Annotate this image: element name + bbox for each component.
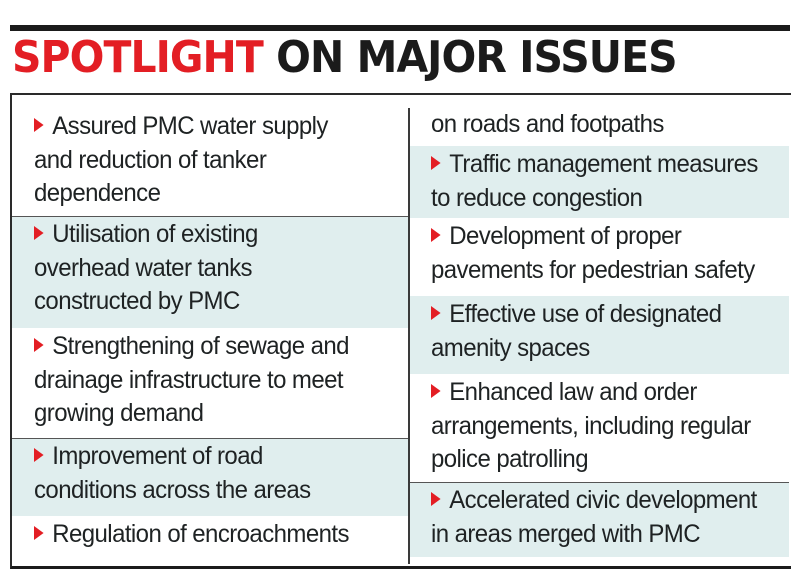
issue-text-line: Enhanced law and order: [431, 376, 775, 410]
issue-text-line: Traffic management measures: [431, 148, 775, 182]
issue-text: conditions across the areas: [34, 475, 311, 504]
issue-text-line: arrangements, including regular: [431, 410, 775, 444]
issue-item-right: on roads and footpaths: [410, 106, 789, 146]
title-highlight: SPOTLIGHT: [12, 32, 264, 83]
issue-text: Assured PMC water supply: [52, 112, 328, 140]
issue-text-line: pavements for pedestrian safety: [431, 254, 775, 288]
issue-text: Improvement of road: [52, 442, 263, 470]
issue-text-line: amenity spaces: [431, 332, 775, 366]
issue-text: in areas merged with PMC: [431, 519, 701, 548]
issue-item-left: Utilisation of existing overhead water ta…: [12, 216, 410, 328]
issue-text-line: Strengthening of sewage and: [34, 330, 395, 364]
top-rule: [10, 25, 790, 31]
issue-text: growing demand: [34, 399, 204, 427]
issue-text: police patrolling: [431, 445, 589, 473]
issue-text: and reduction of tanker: [34, 145, 267, 174]
issue-text-line: constructed by PMC: [34, 285, 395, 319]
issue-text-line: police patrolling: [431, 443, 775, 477]
issue-text: drainage infrastructure to meet: [34, 365, 344, 394]
issue-text: Development of proper: [449, 222, 682, 250]
chevron-right-icon: [431, 228, 441, 242]
chevron-right-icon: [431, 306, 441, 320]
issues-box: [10, 93, 791, 569]
issue-item-right: Effective use of designated amenity space…: [410, 296, 789, 374]
issue-item-left: Strengthening of sewage and drainage infr…: [12, 328, 410, 438]
issue-text-line: growing demand: [34, 397, 395, 431]
issue-text: Utilisation of existing: [52, 220, 258, 248]
issue-text: to reduce congestion: [431, 183, 643, 212]
issue-item-right: Accelerated civic development in areas me…: [410, 482, 789, 557]
title-rest: ON MAJOR ISSUES: [276, 32, 677, 83]
chevron-right-icon: [34, 338, 44, 352]
issue-item-right: Enhanced law and order arrangements, incl…: [410, 374, 789, 482]
issue-text: Enhanced law and order: [449, 378, 697, 406]
chevron-right-icon: [431, 156, 441, 170]
issue-text-line: Development of proper: [431, 220, 775, 254]
issue-text-line: conditions across the areas: [34, 474, 395, 508]
chevron-right-icon: [34, 226, 44, 240]
chevron-right-icon: [431, 384, 441, 398]
issue-item-right: Development of proper pavements for pedes…: [410, 218, 789, 296]
issue-text: Strengthening of sewage and: [52, 332, 349, 360]
issue-text-line: Accelerated civic development: [431, 484, 775, 518]
issue-item-right: Traffic management measures to reduce con…: [410, 146, 789, 218]
issue-text-line: and reduction of tanker: [34, 144, 395, 178]
column-divider: [408, 108, 410, 564]
issue-text-line: in areas merged with PMC: [431, 518, 775, 552]
page-title: SPOTLIGHT ON MAJOR ISSUES: [12, 32, 678, 83]
issue-text-line: drainage infrastructure to meet: [34, 364, 395, 398]
issue-text: constructed by PMC: [34, 287, 240, 315]
chevron-right-icon: [34, 118, 44, 132]
issue-text-line: dependence: [34, 177, 395, 211]
issue-text-line: Regulation of encroachments: [34, 518, 395, 552]
issue-text: Regulation of encroachments: [52, 520, 349, 548]
issue-text-line: Improvement of road: [34, 440, 395, 474]
chevron-right-icon: [431, 492, 441, 506]
issue-text: on roads and footpaths: [431, 110, 664, 138]
issue-item-left: Improvement of road conditions across the…: [12, 438, 410, 516]
issue-text: Accelerated civic development: [449, 486, 757, 514]
issue-text: amenity spaces: [431, 333, 590, 362]
issue-text-line: Utilisation of existing: [34, 218, 395, 252]
issue-text-line: to reduce congestion: [431, 182, 775, 216]
chevron-right-icon: [34, 448, 44, 462]
issue-text: pavements for pedestrian safety: [431, 255, 755, 284]
issue-text: Traffic management measures: [449, 150, 758, 178]
issue-text: overhead water tanks: [34, 253, 253, 282]
issue-text-line: Assured PMC water supply: [34, 110, 395, 144]
issue-text: Effective use of designated: [449, 300, 722, 328]
issue-item-left: Assured PMC water supply and reduction of…: [12, 108, 410, 216]
issue-text: dependence: [34, 179, 161, 207]
issue-text-line: Effective use of designated: [431, 298, 775, 332]
issue-text-line: overhead water tanks: [34, 252, 395, 286]
issue-text-line: on roads and footpaths: [431, 108, 775, 142]
issue-item-left: Regulation of encroachments: [12, 516, 410, 560]
chevron-right-icon: [34, 526, 44, 540]
issue-text: arrangements, including regular: [431, 411, 751, 440]
